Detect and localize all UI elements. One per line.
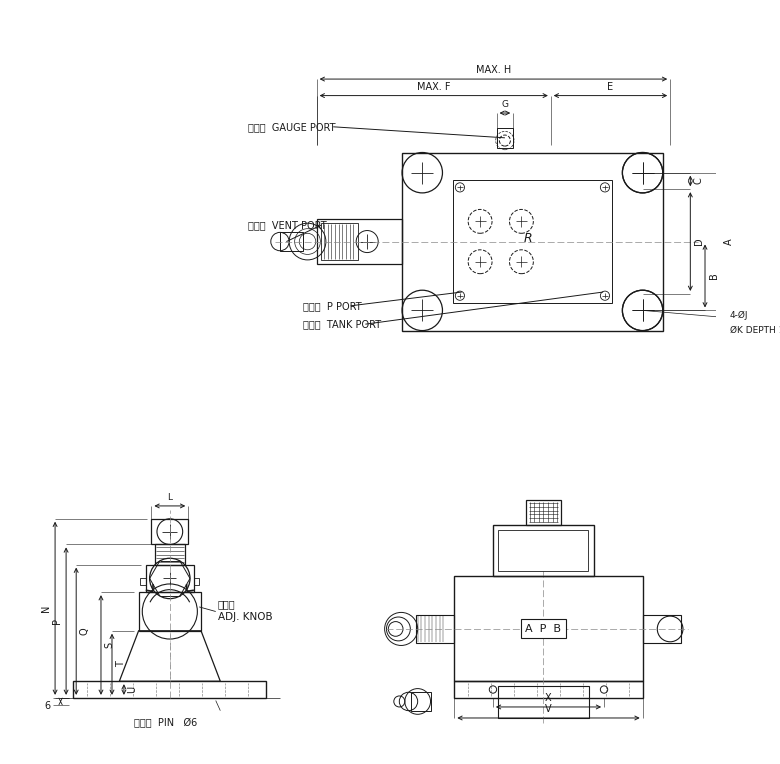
Text: ØK DEPTH 1: ØK DEPTH 1 <box>730 326 780 335</box>
Bar <box>455 576 643 681</box>
Text: 4-ØJ: 4-ØJ <box>730 310 748 319</box>
Text: X: X <box>545 693 551 704</box>
Text: 6: 6 <box>44 701 51 711</box>
Text: 定位销  PIN   Ø6: 定位销 PIN Ø6 <box>133 718 197 728</box>
Bar <box>317 219 402 264</box>
Text: MAX. H: MAX. H <box>476 66 511 76</box>
Text: D: D <box>694 238 704 245</box>
Bar <box>498 529 588 571</box>
Text: L: L <box>168 494 172 502</box>
Bar <box>498 686 590 718</box>
Bar <box>73 681 266 698</box>
Bar <box>497 128 513 148</box>
Text: E: E <box>608 82 614 92</box>
Text: G: G <box>502 100 509 109</box>
Text: 遙控口  VENT PORT: 遙控口 VENT PORT <box>248 220 327 230</box>
Text: B: B <box>709 273 718 280</box>
Text: A  P  B: A P B <box>526 624 562 634</box>
Bar <box>139 592 201 631</box>
Bar <box>416 615 455 643</box>
Bar <box>155 545 185 565</box>
Bar <box>455 681 643 698</box>
Bar <box>146 565 193 592</box>
Bar <box>402 153 663 331</box>
Text: N: N <box>41 604 51 612</box>
Bar <box>493 525 594 576</box>
Bar <box>151 519 188 545</box>
Text: A: A <box>725 238 734 244</box>
Text: MAX. F: MAX. F <box>417 82 451 92</box>
Bar <box>280 232 303 251</box>
Text: 壓力口  P PORT: 壓力口 P PORT <box>303 301 362 311</box>
Text: 測壓口  GAUGE PORT: 測壓口 GAUGE PORT <box>248 121 335 132</box>
Text: V: V <box>545 704 551 714</box>
Text: R: R <box>523 232 532 245</box>
Text: ADJ. KNOB: ADJ. KNOB <box>218 612 272 622</box>
Bar <box>321 223 358 260</box>
Text: U: U <box>128 686 137 693</box>
Text: S: S <box>105 642 115 648</box>
Bar <box>643 615 681 643</box>
Text: 回油口  TANK PORT: 回油口 TANK PORT <box>303 319 381 329</box>
Text: C: C <box>694 177 704 184</box>
Bar <box>193 578 199 585</box>
Bar <box>411 692 431 711</box>
Text: Q: Q <box>80 627 90 635</box>
Bar <box>526 500 561 525</box>
Text: T: T <box>115 662 126 667</box>
Bar <box>452 180 612 303</box>
Text: 調節鈕: 調節鈕 <box>218 599 236 609</box>
Text: P: P <box>52 618 62 624</box>
Bar <box>140 578 146 585</box>
